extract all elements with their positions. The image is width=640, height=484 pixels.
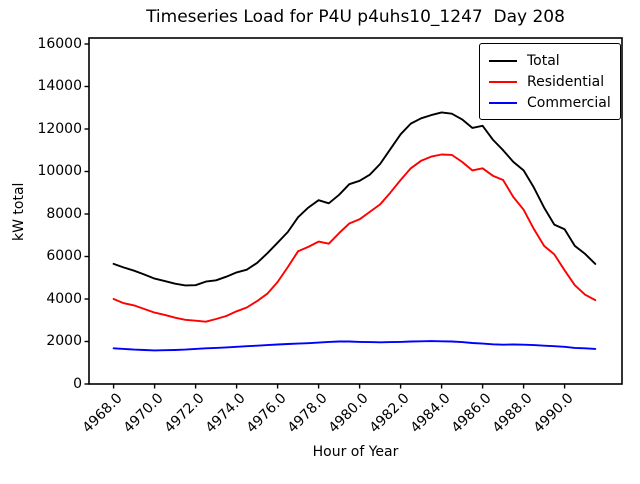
y-tick-label: 16000 bbox=[37, 35, 82, 52]
y-tick-label: 8000 bbox=[46, 205, 82, 222]
y-tick-label: 12000 bbox=[37, 120, 82, 137]
y-tick-label: 14000 bbox=[37, 78, 82, 95]
total-line-sample bbox=[489, 59, 517, 62]
legend-label-residential: Residential bbox=[527, 73, 605, 90]
legend-row-residential: Residential bbox=[489, 71, 611, 92]
legend-label-total: Total bbox=[527, 52, 560, 69]
y-tick-label: 6000 bbox=[46, 248, 82, 265]
x-axis-label: Hour of Year bbox=[312, 444, 399, 460]
residential-line-sample bbox=[489, 80, 517, 83]
chart-title: Timeseries Load for P4U p4uhs10_1247 Day… bbox=[146, 7, 565, 27]
y-tick-label: 10000 bbox=[37, 163, 82, 180]
y-tick-label: 2000 bbox=[46, 333, 82, 350]
legend: Total Residential Commercial bbox=[479, 43, 621, 120]
series-line-total bbox=[112, 111, 597, 287]
y-tick-label: 4000 bbox=[46, 290, 82, 307]
series-line-commercial bbox=[112, 340, 597, 352]
y-axis-label: kW total bbox=[11, 182, 27, 241]
y-tick-label: 0 bbox=[73, 376, 82, 392]
legend-row-commercial: Commercial bbox=[489, 92, 611, 113]
legend-row-total: Total bbox=[489, 50, 611, 71]
commercial-line-sample bbox=[489, 101, 517, 104]
series-line-residential bbox=[112, 153, 597, 323]
axes-frame bbox=[88, 37, 623, 385]
legend-label-commercial: Commercial bbox=[527, 94, 611, 111]
